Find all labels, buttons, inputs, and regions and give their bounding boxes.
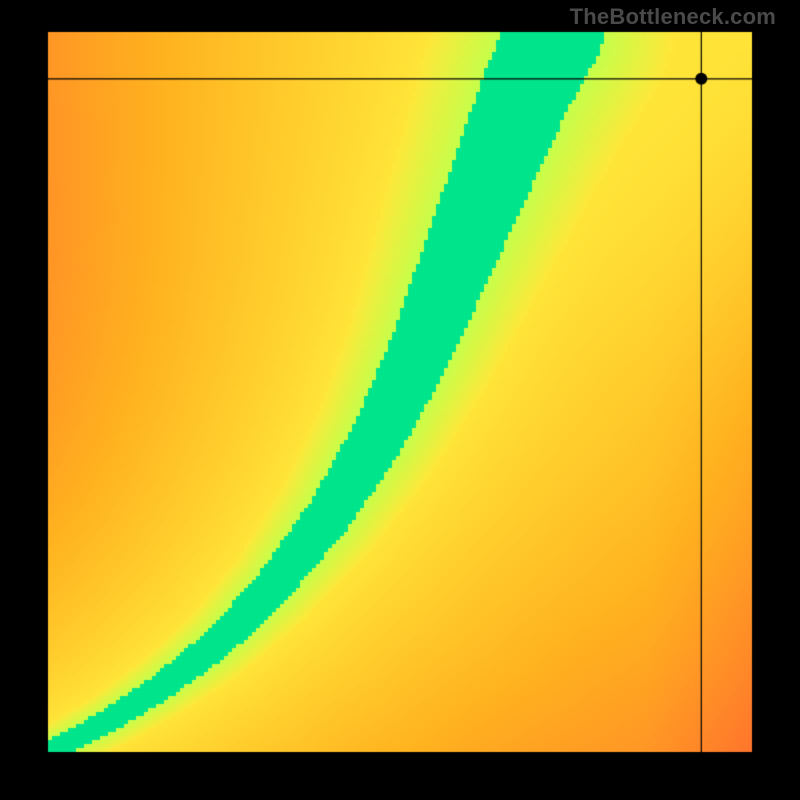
heatmap-canvas <box>0 0 800 800</box>
watermark-text: TheBottleneck.com <box>570 4 776 30</box>
